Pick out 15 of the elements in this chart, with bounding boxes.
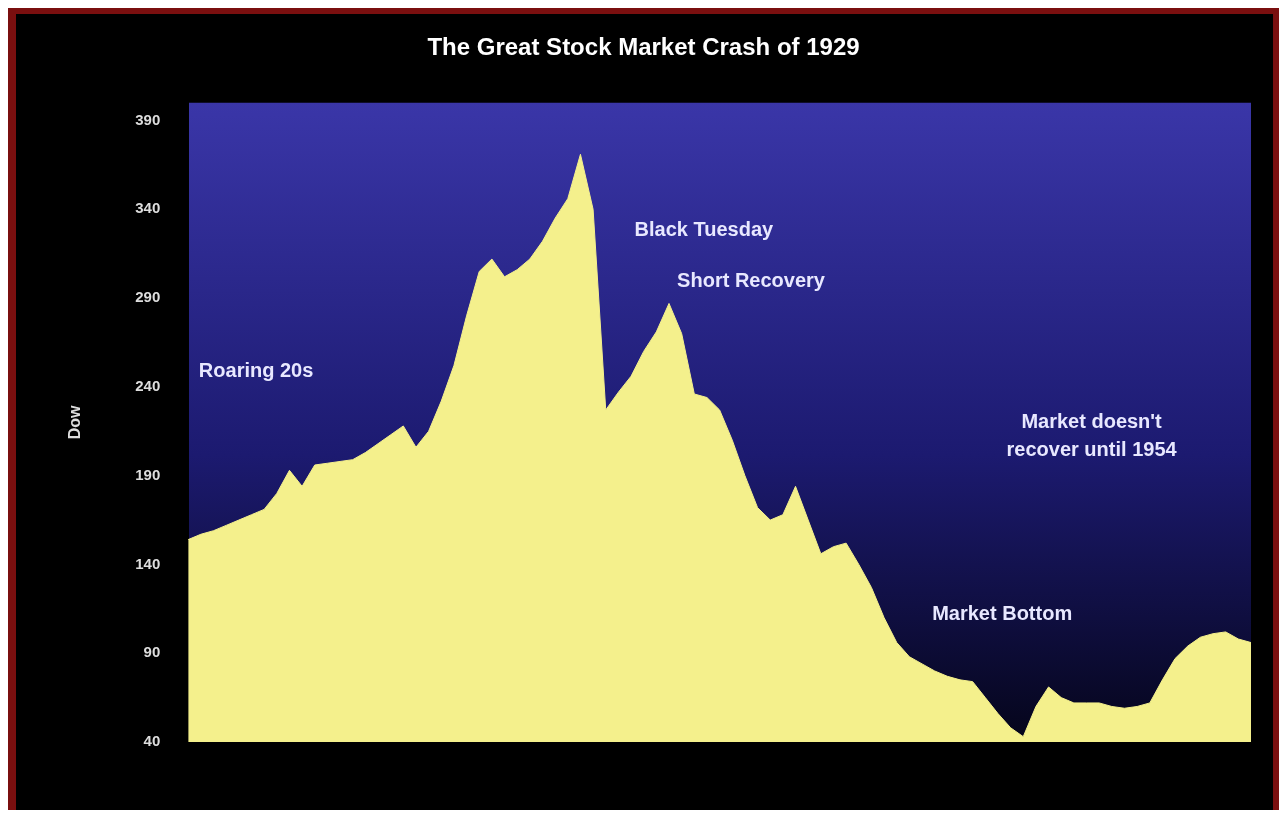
annotation: Black Tuesday — [634, 218, 775, 241]
y-tick-label: 90 — [143, 643, 161, 661]
y-axis-title: Dow — [66, 404, 84, 440]
chart-title: The Great Stock Market Crash of 1929 — [427, 33, 860, 61]
annotation: Market Bottom — [932, 601, 1073, 624]
y-tick-label: 40 — [143, 732, 161, 750]
y-tick-label: 340 — [135, 199, 161, 217]
annotation: Short Recovery — [677, 269, 826, 292]
annotation: Market doesn't recover until 1954 — [1006, 409, 1178, 460]
y-tick-label: 140 — [135, 554, 161, 572]
y-tick-label: 190 — [135, 465, 161, 483]
y-tick-label: 290 — [135, 288, 161, 306]
y-tick-label: 240 — [135, 377, 161, 395]
y-tick-label: 390 — [135, 110, 161, 128]
annotation: Roaring 20s — [198, 358, 314, 381]
